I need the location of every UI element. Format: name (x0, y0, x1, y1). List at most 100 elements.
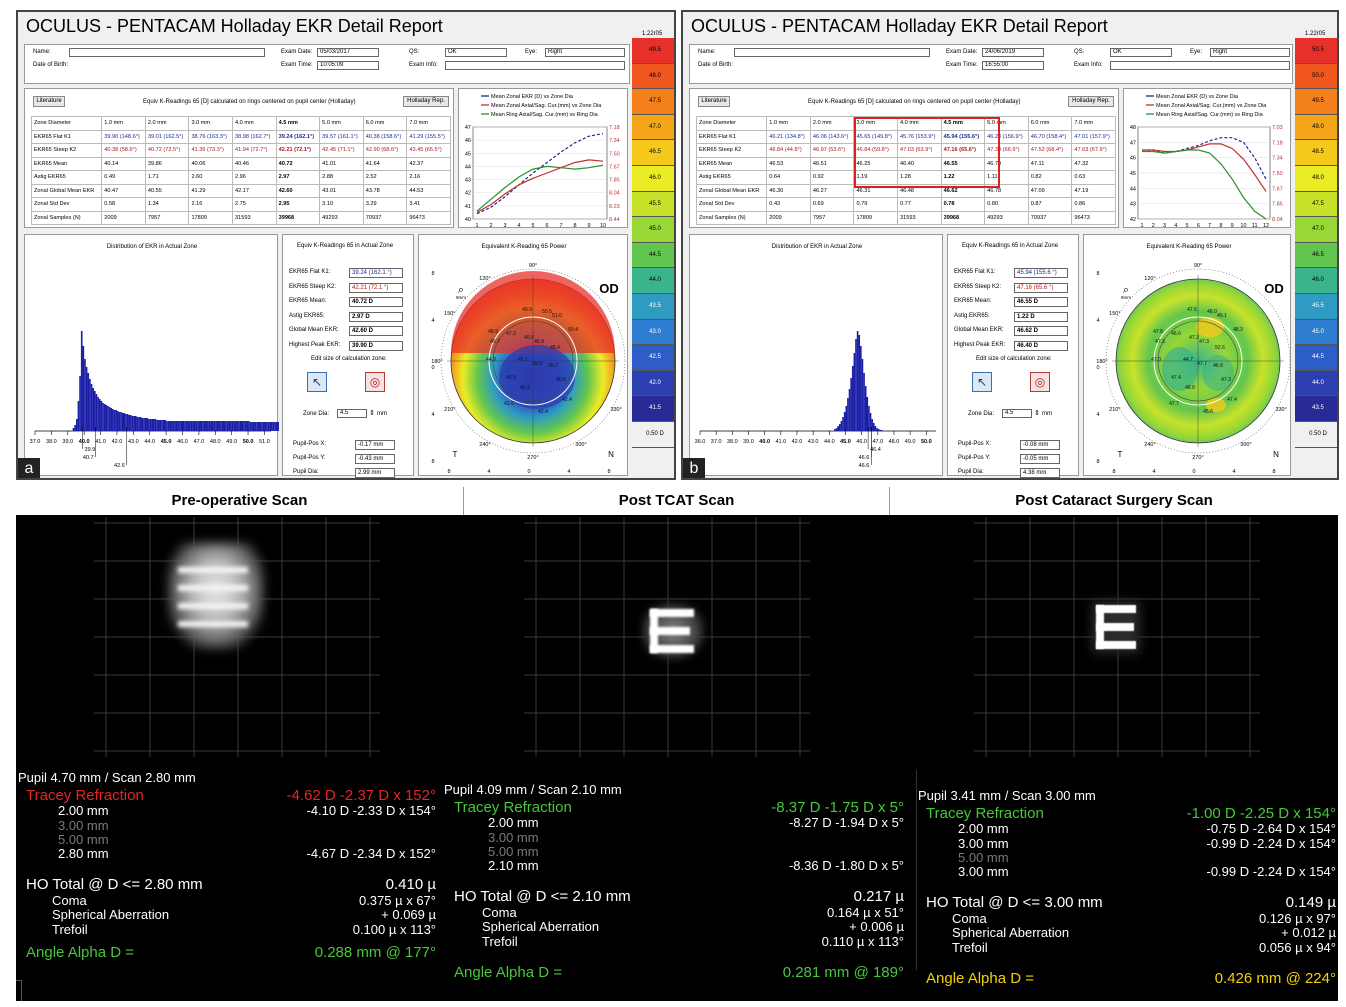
pupil-value[interactable]: -0.17 mm (355, 440, 395, 450)
x-tick-label: 40.0 (759, 439, 770, 445)
cursor-tool-icon[interactable]: ↖ (307, 372, 327, 392)
ekr-row-value[interactable]: 40.72 D (349, 297, 403, 307)
cursor-tool-icon[interactable]: ↖ (972, 372, 992, 392)
zone-dia-stepper[interactable]: ⇕ (1034, 410, 1040, 417)
holladay-rep-button[interactable]: Holladay Rep. (403, 96, 449, 107)
holladay-rep-button[interactable]: Holladay Rep. (1068, 96, 1114, 107)
zone-dia-input[interactable]: 4.5 (1002, 409, 1032, 418)
eye-field[interactable]: Right (1210, 48, 1290, 57)
x-tick: 6 (545, 223, 548, 229)
zone-dia-input[interactable]: 4.5 (337, 409, 367, 418)
pupil-label: Pupil-Pos X: (958, 441, 992, 447)
histogram-bar (842, 417, 844, 431)
x-tick: 7 (1208, 223, 1211, 229)
mm-label: 9mm (456, 295, 466, 300)
dob-label: Date of Birth: (698, 62, 734, 68)
pupil-value[interactable]: -0.43 mm (355, 454, 395, 464)
y-tick-left: 44 (465, 164, 471, 170)
zone-dia-unit: mm (1042, 411, 1052, 417)
ekr-row-value[interactable]: 45.94 (155.6 °) (1014, 268, 1068, 278)
x-tick: 6 (1197, 223, 1200, 229)
histogram-bar (92, 388, 94, 431)
exam-date-field[interactable]: 24/06/2019 (982, 48, 1044, 57)
report-title: OCULUS - PENTACAM Holladay EKR Detail Re… (691, 16, 1108, 36)
optotype-stroke (650, 609, 694, 617)
histogram-bar (141, 418, 144, 431)
ekr-row-value[interactable]: 42.60 D (349, 326, 403, 336)
name-field[interactable] (69, 48, 265, 57)
table-cell: 1.34 (144, 197, 190, 212)
x-tick-label: 47.0 (194, 439, 205, 445)
exam-date-field[interactable]: 05/03/2017 (317, 48, 379, 57)
marker-label: 46.4 (870, 447, 881, 453)
pupil-scan-text: Pupil 4.09 mm / Scan 2.10 mm (444, 782, 622, 797)
exam-time-field[interactable]: 10:05:09 (317, 61, 379, 70)
table-cell: 43.78 (362, 183, 408, 198)
pupil-value[interactable]: -0.05 mm (1020, 454, 1060, 464)
table-cell: 4.5 mm (275, 116, 321, 131)
ekr-row-value[interactable]: 2.97 D (349, 311, 403, 322)
literature-button[interactable]: Literature (698, 96, 730, 107)
scale-step: 44.5 (1295, 345, 1337, 371)
ekr-row-value[interactable]: 46.55 D (1014, 297, 1068, 307)
y-tick-right: 7.85 (609, 178, 620, 184)
map-value: 44.7 (1183, 357, 1193, 363)
y-tick-left: 47 (465, 125, 471, 131)
literature-button[interactable]: Literature (33, 96, 65, 107)
eye-field[interactable]: Right (545, 48, 625, 57)
table-cell: 41.94 (72.7°) (232, 143, 277, 158)
optotype-stroke (1096, 605, 1136, 613)
histogram-bar (120, 412, 122, 431)
qs-field[interactable]: OK (445, 48, 507, 57)
ekr-row-value[interactable]: 42.21 (72.1 °) (349, 282, 403, 293)
zone-tool-icon[interactable]: ◎ (365, 372, 385, 392)
name-field[interactable] (734, 48, 930, 57)
ekr-row-value[interactable]: 39.24 (162.1 °) (349, 268, 403, 278)
y-tick-right: 7.34 (1272, 156, 1283, 162)
y-tick-left: 43 (465, 178, 471, 184)
zone-tool-icon[interactable]: ◎ (1030, 372, 1050, 392)
table-cell: 0.79 (853, 197, 899, 212)
ekr-row-value[interactable]: 46.62 D (1014, 326, 1068, 336)
exam-date-label: Exam Date: (946, 49, 978, 55)
pupil-value[interactable]: -0.08 mm (1020, 440, 1060, 450)
ho-term-value: 0.056 µ x 94° (1258, 939, 1336, 955)
panel-label-a: a (18, 458, 40, 478)
histogram-bar (174, 421, 176, 431)
angle-label: 180° (1096, 359, 1107, 365)
ekr-row-value[interactable]: 46.40 D (1014, 340, 1068, 351)
histogram-bar (102, 403, 104, 431)
ho-term-value: + 0.069 µ (381, 907, 436, 922)
exam-time-field[interactable]: 16:55:00 (982, 61, 1044, 70)
eye-label: Eye: (1190, 49, 1203, 55)
table-cell: 38.76 (163.3°) (188, 129, 234, 144)
ho-total-label: HO Total @ D <= 2.10 mm (454, 887, 631, 905)
exam-info-field[interactable] (1110, 61, 1290, 70)
ekr-row-value[interactable]: 47.16 (65.6 °) (1014, 282, 1068, 293)
table-cell: 41.29 (155.5°) (406, 129, 451, 144)
scale-step: 42.0 (632, 370, 674, 397)
angle-alpha-value: 0.288 mm @ 177° (314, 944, 436, 961)
map-axis-left: 4 (1096, 412, 1099, 418)
histogram-bar (874, 426, 877, 431)
zone-dia-stepper[interactable]: ⇕ (369, 410, 375, 417)
ekr-row-label: EKR65 Flat K1: (289, 269, 331, 275)
exam-info-field[interactable] (445, 61, 625, 70)
pupil-value[interactable]: 2.99 mm (355, 468, 395, 478)
table-cell: 96473 (1071, 210, 1116, 225)
zone-dia-label: Zone Dia: (303, 411, 330, 417)
table-row: Zone Diameter 1.0 mm 2.0 mm 3.0 mm 4.0 mm 4.5… (30, 116, 451, 131)
pupil-value[interactable]: 4.38 mm (1020, 468, 1060, 478)
map-axis-left: 0 (431, 365, 434, 371)
histogram-bar (193, 421, 196, 431)
ho-term-value: 0.110 µ x 113° (821, 933, 904, 949)
ekr-row-label: EKR65 Steep K2: (954, 283, 1002, 290)
ekr-row-value[interactable]: 1.22 D (1014, 311, 1068, 322)
ekr-row-value[interactable]: 39.90 D (349, 340, 403, 351)
zonal-line-chart: Mean Zonal EKR (D) vs Zone Dia Mean Zonal… (1130, 94, 1283, 229)
qs-field[interactable]: OK (1110, 48, 1172, 57)
table-cell: 2.60 (188, 170, 234, 185)
histogram-bar (868, 406, 870, 431)
ekr-table-box: Literature Equiv K-Readings 65 [D] calcu… (24, 88, 454, 228)
scale-step: 49.0 (1295, 114, 1337, 141)
